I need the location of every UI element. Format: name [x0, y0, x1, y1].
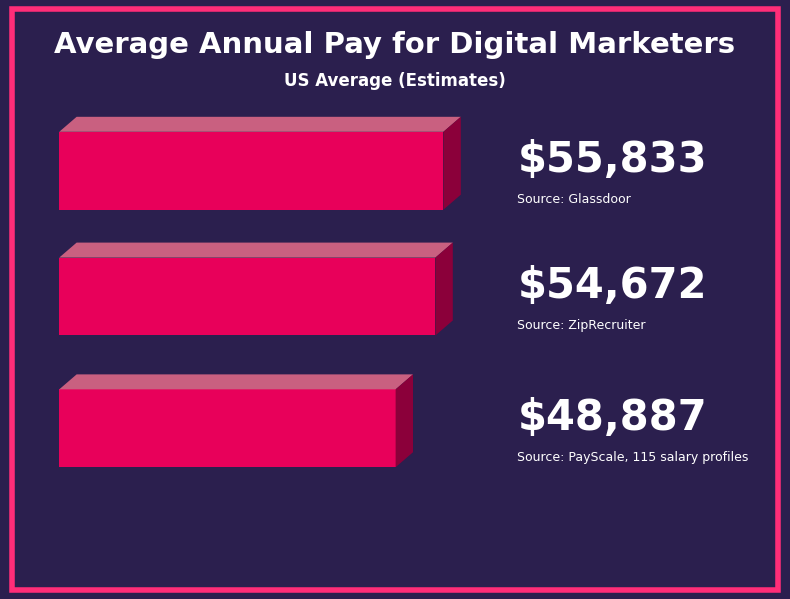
Text: Average Annual Pay for Digital Marketers: Average Annual Pay for Digital Marketers — [55, 31, 735, 59]
Text: Source: Glassdoor: Source: Glassdoor — [517, 193, 631, 206]
Text: $48,887: $48,887 — [517, 397, 707, 438]
Text: $54,672: $54,672 — [517, 265, 707, 307]
Text: Source: ZipRecruiter: Source: ZipRecruiter — [517, 319, 646, 332]
Text: $55,833: $55,833 — [517, 139, 707, 181]
Text: Source: PayScale, 115 salary profiles: Source: PayScale, 115 salary profiles — [517, 450, 749, 464]
Text: US Average (Estimates): US Average (Estimates) — [284, 72, 506, 90]
